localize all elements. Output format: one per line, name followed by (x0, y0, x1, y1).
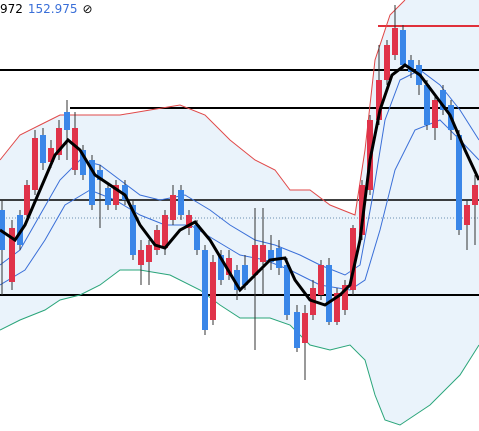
candle-body (408, 60, 414, 72)
candle-body (456, 135, 462, 230)
candle-body (350, 228, 356, 290)
candle-body (32, 138, 38, 190)
candle-body (342, 285, 348, 310)
candle-body (326, 265, 332, 322)
candle-body (178, 190, 184, 215)
candle-body (194, 225, 200, 250)
candle-body (392, 28, 398, 55)
ma-main (0, 63, 479, 307)
candle-body (260, 245, 266, 262)
candle-body (146, 245, 152, 262)
candle-body (226, 258, 232, 275)
candle-body (202, 250, 208, 330)
candle-body (384, 45, 390, 80)
candle-body (359, 185, 365, 235)
candle-body (105, 188, 111, 205)
candle-body (89, 160, 95, 205)
candle-body (186, 215, 192, 228)
candle-body (302, 313, 308, 343)
candle-body (440, 90, 446, 110)
candle-body (64, 112, 70, 130)
candle-body (334, 293, 340, 322)
candle-body (170, 195, 176, 220)
candle-body (24, 185, 30, 215)
value: 972 (0, 2, 23, 16)
candle-body (56, 128, 62, 155)
candle-body (318, 265, 324, 295)
candle-body (122, 185, 128, 200)
icon[interactable]: ⊘ (82, 2, 93, 16)
price: 152.975 (27, 2, 78, 16)
candle-body (210, 262, 216, 320)
candle-body (162, 215, 168, 248)
candle-body (234, 270, 240, 290)
candle-body (97, 170, 103, 180)
header: 972 152.975 ⊘ (0, 0, 102, 18)
candle-body (464, 205, 470, 225)
candle-body (242, 265, 248, 285)
candle-body (48, 148, 54, 162)
candle-body (40, 135, 46, 163)
candle-body (113, 185, 119, 205)
candle-body (432, 100, 438, 128)
candle-body (294, 312, 300, 348)
candle-body (80, 150, 86, 175)
candle-body (130, 205, 136, 255)
candle-body (252, 245, 258, 275)
candle-body (154, 230, 160, 250)
candle-body (9, 228, 15, 282)
candle-body (424, 85, 430, 125)
candle-body (138, 250, 144, 265)
candle-body (472, 185, 478, 205)
candle-body (72, 128, 78, 170)
candle-body (268, 250, 274, 262)
candle-body (376, 80, 382, 120)
candle-body (284, 265, 290, 315)
candle-body (400, 30, 406, 65)
candle-body (218, 255, 224, 280)
